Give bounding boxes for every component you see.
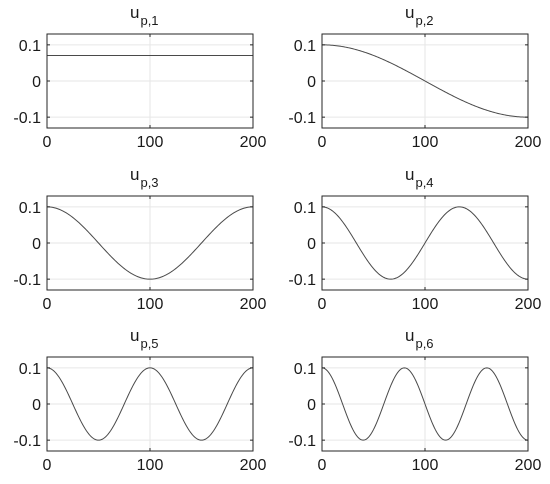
x-tick-label: 200 — [515, 296, 542, 313]
y-tick-label: 0 — [307, 74, 316, 91]
x-tick-label: 0 — [43, 296, 52, 313]
y-tick-label: -0.1 — [288, 110, 316, 127]
subplot-title-main: u — [405, 326, 414, 345]
y-tick-label: 0.1 — [294, 38, 316, 55]
x-tick-label: 200 — [515, 134, 542, 151]
series-line — [46, 206, 254, 280]
y-tick-label: 0 — [32, 74, 41, 91]
x-tick-label: 200 — [240, 457, 267, 474]
x-tick-label: 0 — [318, 296, 327, 313]
y-tick-label: 0.1 — [294, 361, 316, 378]
subplot-title-subscript: p,5 — [140, 336, 158, 351]
y-tick-label: 0.1 — [19, 361, 41, 378]
subplot-title-subscript: p,3 — [140, 175, 158, 190]
y-tick-label: 0.1 — [19, 38, 41, 55]
y-tick-label: -0.1 — [288, 272, 316, 289]
subplot-title-main: u — [130, 326, 139, 345]
x-tick-label: 200 — [240, 296, 267, 313]
subplot-title-main: u — [130, 3, 139, 22]
x-tick-label: 100 — [412, 134, 439, 151]
subplot-title-subscript: p,2 — [415, 13, 433, 28]
y-tick-label: 0 — [307, 397, 316, 414]
series-line — [321, 367, 529, 441]
subplot-title-subscript: p,6 — [415, 336, 433, 351]
y-tick-label: -0.1 — [288, 433, 316, 450]
subplot-title: up,2 — [405, 3, 434, 28]
x-tick-label: 100 — [137, 296, 164, 313]
subplot-title: up,1 — [130, 3, 159, 28]
series-line — [321, 206, 529, 280]
y-tick-label: 0.1 — [19, 200, 41, 217]
subplot-title: up,6 — [405, 326, 434, 351]
x-tick-label: 0 — [318, 134, 327, 151]
subplot-title-subscript: p,1 — [140, 13, 158, 28]
subplot-title-main: u — [405, 3, 414, 22]
x-tick-label: 0 — [318, 457, 327, 474]
series-line — [322, 44, 528, 118]
subplot-title: up,5 — [130, 326, 159, 351]
x-tick-label: 0 — [43, 457, 52, 474]
x-tick-label: 100 — [137, 134, 164, 151]
subplot-title-main: u — [130, 165, 139, 184]
subplot-title: up,3 — [130, 165, 159, 190]
x-tick-label: 200 — [240, 134, 267, 151]
y-tick-label: 0 — [307, 236, 316, 253]
subplot-title: up,4 — [405, 165, 434, 190]
y-tick-label: 0.1 — [294, 200, 316, 217]
x-tick-label: 100 — [137, 457, 164, 474]
y-tick-label: -0.1 — [13, 110, 41, 127]
subplot-title-main: u — [405, 165, 414, 184]
x-tick-label: 100 — [412, 296, 439, 313]
y-tick-label: 0 — [32, 236, 41, 253]
subplot-title-subscript: p,4 — [415, 175, 433, 190]
x-tick-label: 100 — [412, 457, 439, 474]
y-tick-label: -0.1 — [13, 433, 41, 450]
x-tick-label: 0 — [43, 134, 52, 151]
x-tick-label: 200 — [515, 457, 542, 474]
series-line — [46, 367, 254, 441]
y-tick-label: -0.1 — [13, 272, 41, 289]
y-tick-label: 0 — [32, 397, 41, 414]
